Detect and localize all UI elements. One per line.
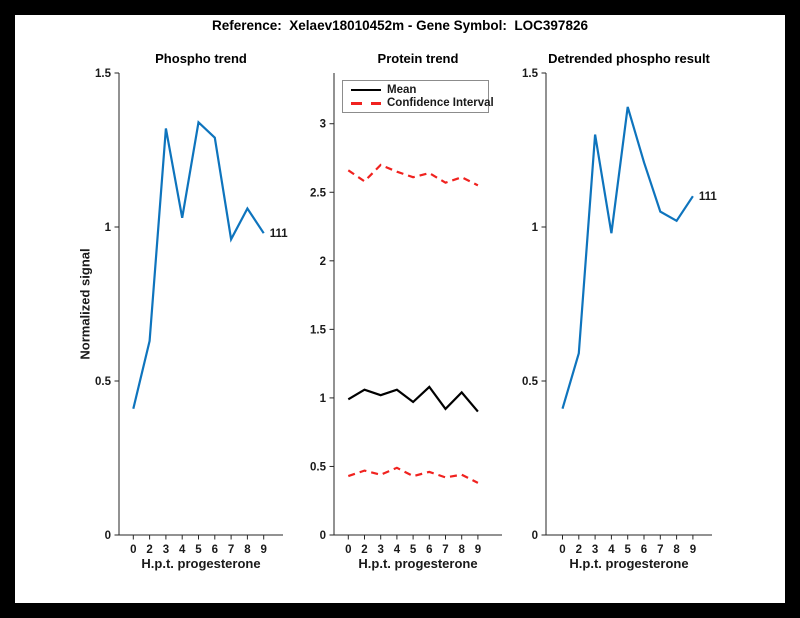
legend-label-mean: Mean [387, 83, 417, 96]
subplot3-xlabel: H.p.t. progesterone [569, 556, 689, 571]
subplot1-title: Phospho trend [155, 51, 247, 66]
legend-dashed-line-sample [351, 102, 381, 105]
legend-solid-line-sample [351, 88, 381, 91]
subplot2-xlabel: H.p.t. progesterone [358, 556, 478, 571]
legend-row-ci: Confidence Interval [343, 97, 494, 111]
y-axis-label: Normalized signal [77, 248, 93, 360]
figure-title: Reference: Xelaev18010452m - Gene Symbol… [212, 18, 588, 33]
subplot1-xlabel: H.p.t. progesterone [141, 556, 261, 571]
legend-row-mean: Mean [343, 83, 488, 97]
subplot2-title: Protein trend [377, 51, 459, 66]
legend-label-ci: Confidence Interval [387, 97, 494, 110]
legend: Mean Confidence Interval [342, 80, 494, 113]
subplot3-title: Detrended phospho result [548, 51, 710, 66]
